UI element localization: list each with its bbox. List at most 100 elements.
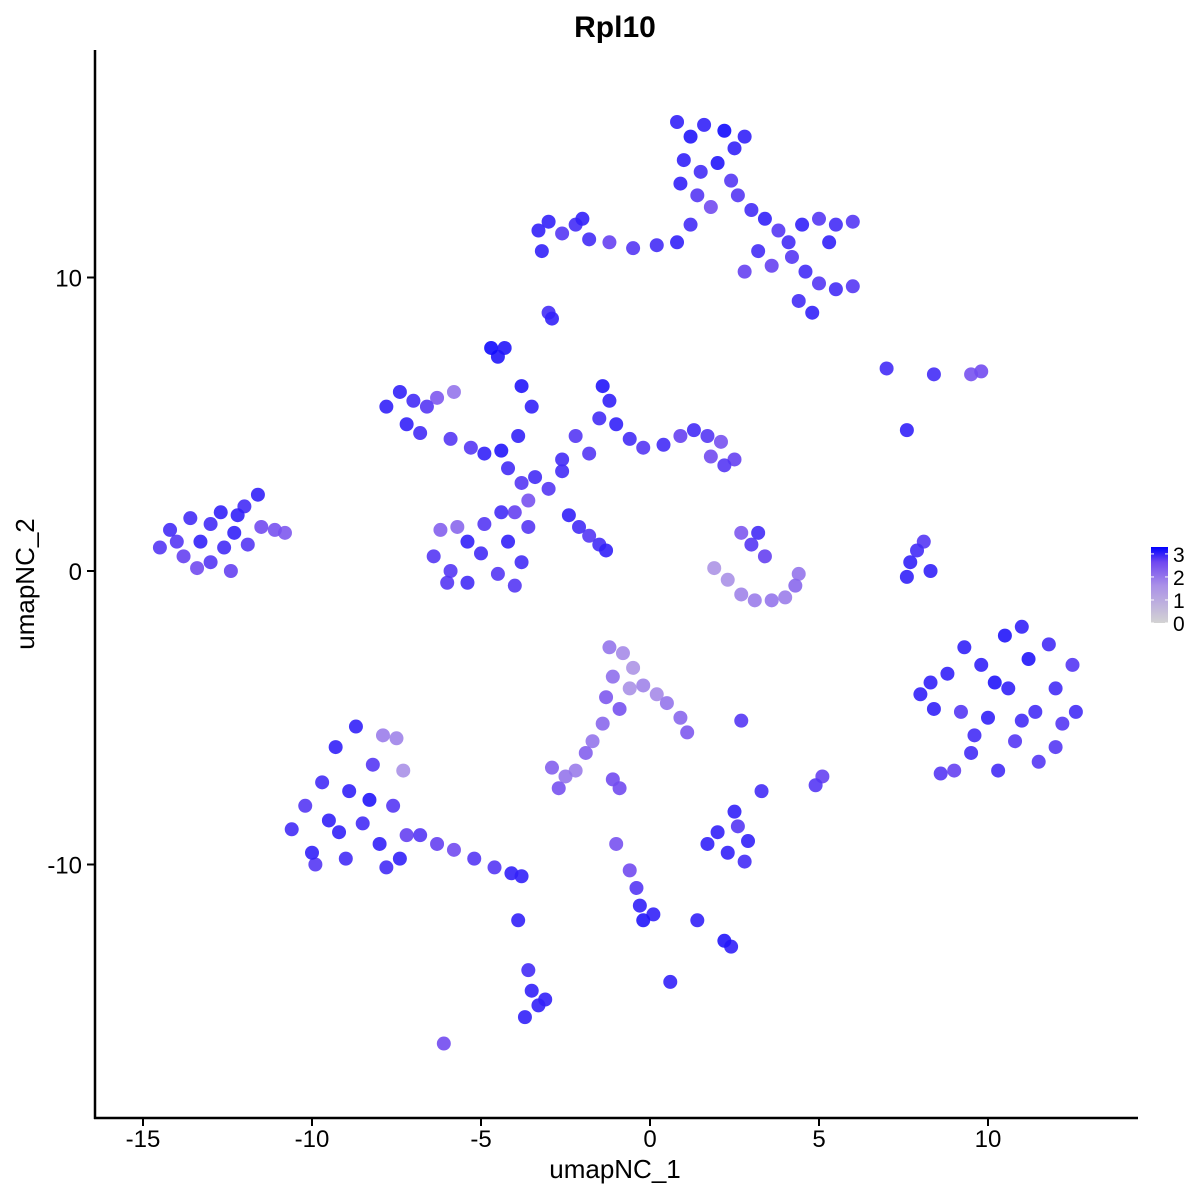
data-point (250, 487, 265, 502)
data-point (710, 825, 725, 840)
data-point (348, 719, 363, 734)
data-point (791, 293, 806, 308)
data-point (521, 963, 536, 978)
data-point (514, 869, 529, 884)
data-point (981, 710, 995, 725)
data-point (436, 1036, 451, 1051)
data-point (487, 860, 502, 875)
legend-tick-label: 0 (1173, 613, 1185, 636)
data-point (879, 361, 894, 376)
data-point (1021, 652, 1036, 667)
data-point (680, 725, 695, 740)
data-point (964, 745, 979, 760)
data-point (845, 214, 860, 229)
data-point (501, 461, 516, 476)
data-point (1065, 657, 1080, 672)
data-point (991, 763, 1006, 778)
data-point (933, 766, 948, 781)
data-point (926, 701, 941, 716)
data-point (737, 854, 752, 869)
data-point (622, 431, 637, 446)
x-tick-label: 5 (812, 1126, 825, 1153)
data-point (298, 798, 313, 813)
data-point (629, 880, 644, 895)
x-ticks: -15 -10 -5 0 5 10 (126, 1118, 1002, 1153)
data-point (555, 226, 570, 241)
data-point (433, 522, 448, 537)
chart-title: Rpl10 (574, 11, 656, 44)
data-point (703, 200, 718, 215)
x-tick-label: 10 (975, 1126, 1002, 1153)
y-ticks: -10 0 10 (47, 266, 95, 880)
data-point (686, 423, 701, 438)
data-point (734, 587, 749, 602)
data-point (724, 173, 739, 188)
data-point (602, 235, 617, 250)
y-tick-label: -10 (47, 853, 82, 880)
data-point (974, 364, 989, 379)
y-axis-title: umapNC_2 (10, 518, 40, 650)
data-point (572, 519, 587, 534)
data-point (751, 525, 766, 540)
data-point (974, 657, 989, 672)
data-point (646, 907, 661, 922)
data-point (450, 519, 465, 534)
data-point (321, 813, 336, 828)
legend-tick-label: 1 (1173, 590, 1185, 613)
data-point (467, 851, 482, 866)
data-point (673, 710, 688, 725)
data-point (673, 428, 688, 443)
color-bar (1151, 547, 1168, 623)
data-point (419, 399, 434, 414)
data-point (744, 537, 759, 552)
data-point (399, 828, 414, 843)
data-point (446, 384, 461, 399)
data-point (163, 522, 178, 537)
data-point (622, 863, 637, 878)
data-point (997, 628, 1012, 643)
data-point (1041, 637, 1056, 652)
data-point (636, 440, 651, 455)
data-point (676, 153, 691, 168)
data-point (781, 235, 796, 250)
data-point (203, 555, 218, 570)
data-point (757, 211, 772, 226)
data-point (778, 590, 793, 605)
data-point (193, 534, 208, 549)
data-point (602, 393, 617, 408)
data-point (730, 819, 745, 834)
data-point (795, 217, 810, 232)
data-point (392, 384, 407, 399)
data-point (690, 188, 705, 203)
data-point (673, 176, 688, 191)
data-point (568, 428, 583, 443)
data-point (612, 701, 627, 716)
data-point (1014, 713, 1029, 728)
data-point (217, 540, 232, 555)
data-point (812, 276, 826, 291)
data-point (372, 836, 387, 851)
y-tick-label: 0 (69, 559, 82, 586)
data-point (254, 519, 269, 534)
data-point (957, 640, 972, 655)
data-point (511, 428, 526, 443)
data-point (443, 564, 458, 578)
data-point (764, 593, 779, 608)
data-point (585, 734, 600, 749)
data-point (717, 933, 732, 948)
data-point (670, 235, 685, 250)
data-point (474, 546, 488, 561)
data-point (190, 561, 205, 576)
data-point (602, 640, 617, 655)
data-point (507, 578, 522, 593)
data-point (575, 211, 590, 226)
data-point (521, 519, 536, 534)
data-point (430, 836, 445, 851)
data-point (328, 740, 343, 755)
data-point (717, 123, 732, 138)
data-point (899, 423, 914, 438)
data-point (1008, 734, 1023, 749)
data-point (406, 393, 421, 408)
data-point (230, 508, 245, 523)
data-point (1001, 681, 1016, 696)
